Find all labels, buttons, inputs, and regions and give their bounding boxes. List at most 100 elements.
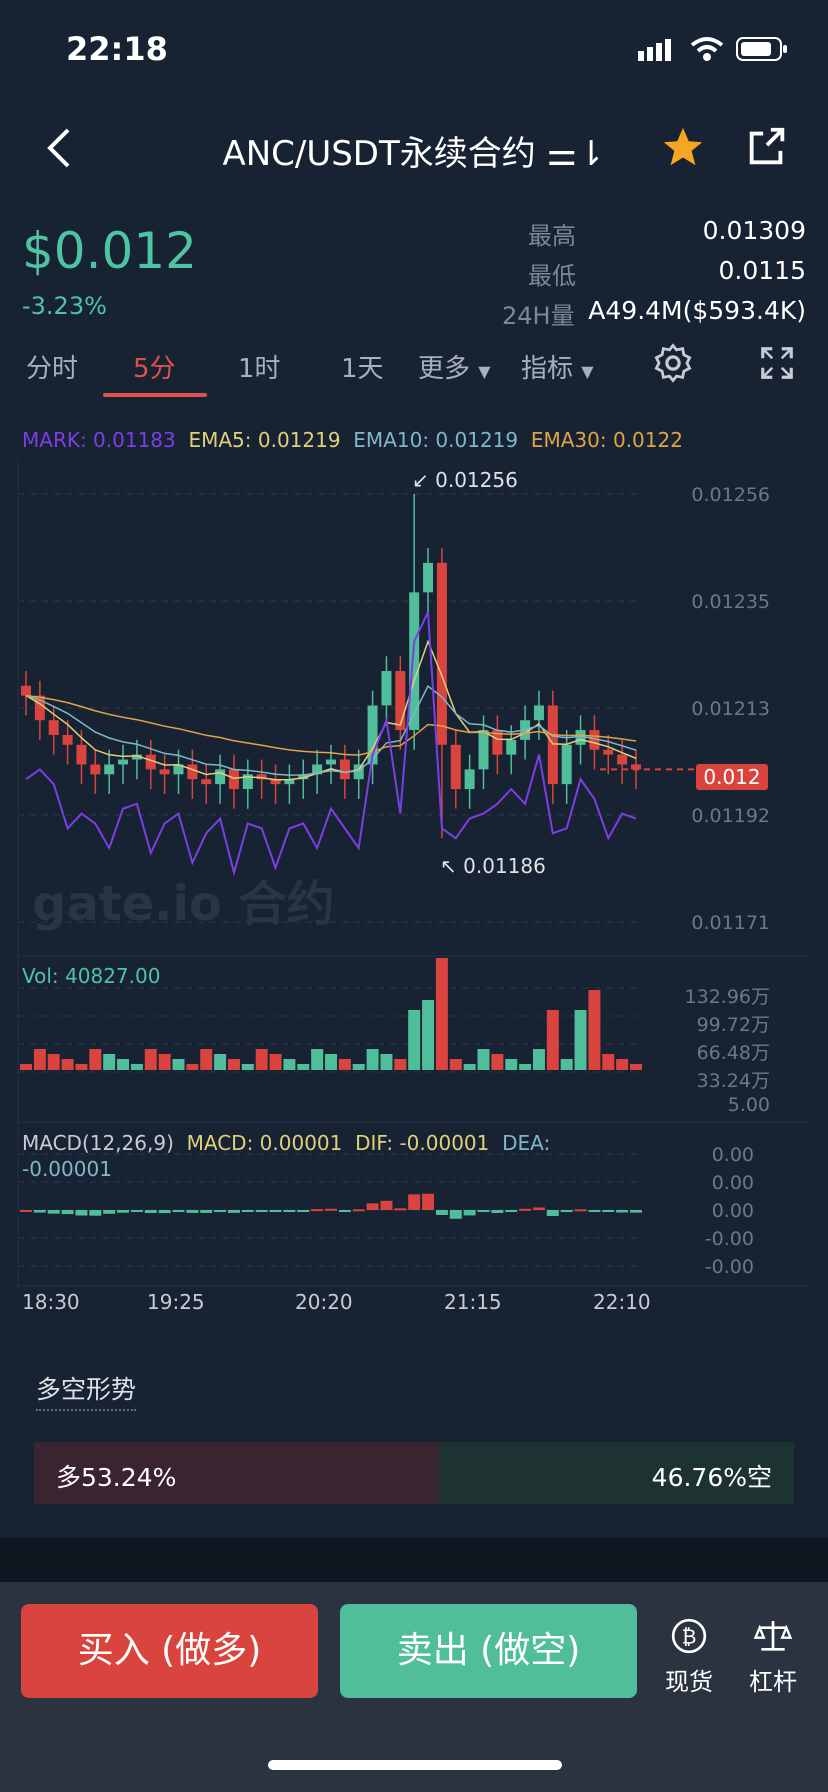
favorite-star-icon[interactable] [660,124,706,170]
volume-bar [546,1010,559,1070]
legend-ema10: EMA10: 0.01219 [353,428,519,452]
candle-body [617,754,628,765]
macd-bar [630,1210,642,1213]
candle-body [298,774,309,780]
volume-bar [283,1059,296,1070]
back-icon[interactable] [44,126,74,170]
time-tick: 18:30 [22,1290,80,1314]
tab-more[interactable]: 更多 ▼ [418,348,491,385]
volume-bar [255,1049,268,1070]
volume-bar [394,1059,407,1070]
macd-bar [380,1200,393,1210]
volume-bar [352,1064,365,1070]
volume-bar [422,1000,435,1070]
leverage-button[interactable]: 杠杆 [738,1616,808,1697]
volume-bar [574,1010,587,1070]
macd-bar [352,1209,365,1212]
macd-bar [20,1210,32,1212]
volume-24h-value: A49.4M($593.4K) [588,296,806,325]
candle-body [284,779,295,785]
tab-more-label: 更多 [418,354,471,384]
macd-bar [283,1210,296,1212]
candle-body [228,769,239,790]
volume-24h-label: 24H量 [502,302,575,330]
settings-gear-icon[interactable] [652,342,694,384]
volume-bar [117,1059,130,1070]
macd-bar [560,1210,573,1212]
buy-long-button[interactable]: 买入 (做多) [21,1604,318,1698]
sell-short-button[interactable]: 卖出 (做空) [340,1604,637,1698]
macd-bar [477,1210,490,1212]
candle-body [270,779,281,785]
status-time: 22:18 [66,30,168,68]
macd-bar [186,1210,199,1213]
macd-bar [588,1210,601,1212]
candle-body [145,754,156,770]
candle-body [312,764,323,775]
candle-body [339,759,350,780]
macd-bar [338,1210,351,1212]
ema30-line [25,694,637,756]
fullscreen-icon[interactable] [758,344,796,382]
max-price-label: 0.01256 [435,468,518,492]
volume-tick: 5.00 [727,1094,770,1116]
macd-bar [546,1210,559,1216]
current-price-tag: 0.012 [696,764,768,790]
macd-bar [505,1210,518,1212]
dif-value: DIF: -0.00001 [355,1131,490,1155]
candle-body [478,730,489,770]
tab-5min[interactable]: 5分 [133,354,176,384]
volume-bar [186,1064,199,1070]
chevron-down-icon: ▼ [478,362,491,381]
share-icon[interactable] [744,124,790,170]
volume-label: Vol: 40827.00 [22,964,161,988]
battery-icon [736,37,787,61]
page-title[interactable]: ANC/USDT永续合约 ⚌⇂ [222,134,606,174]
long-short-title[interactable]: 多空形势 [36,1370,137,1411]
macd-legend: MACD(12,26,9) MACD: 0.00001 DIF: -0.0000… [22,1130,582,1182]
volume-tick: 99.72万 [696,1014,770,1036]
spot-button[interactable]: ₿ 现货 [654,1616,724,1697]
macd-bar [311,1209,324,1212]
candle-body [367,705,378,765]
long-ratio-label: 多53.24% [56,1463,177,1492]
candle-body [533,705,544,721]
volume-bar [311,1049,324,1070]
kline-chart[interactable]: gate.io 合约 [0,460,828,1320]
macd-bar [200,1210,213,1213]
tab-timeline[interactable]: 分时 [26,354,79,384]
tab-indicator[interactable]: 指标 ▼ [521,348,594,385]
watermark: gate.io 合约 [32,876,335,932]
volume-bar [130,1064,143,1070]
macd-bar [435,1210,448,1216]
legend-mark: MARK: 0.01183 [22,428,176,452]
chevron-down-icon: ▼ [581,362,594,381]
macd-bar [449,1210,462,1219]
candle-body [353,764,364,780]
high-label: 最高 [528,222,576,250]
macd-bar [422,1193,435,1210]
volume-bar [449,1059,462,1070]
macd-bar [491,1210,504,1213]
volume-bar [214,1054,227,1070]
tab-1hour[interactable]: 1时 [238,354,281,384]
candle-body [104,764,115,775]
volume-bar [47,1054,60,1070]
time-tick: 20:20 [295,1290,353,1314]
interval-tabs: 分时 5分 1时 1天 更多 ▼ 指标 ▼ [0,340,828,400]
high-value: 0.01309 [702,216,806,245]
candle-body [409,592,420,731]
home-indicator [268,1760,562,1770]
macd-bar [227,1210,240,1213]
max-price-marker: ↙ 0.01256 [412,468,518,492]
volume-bar [33,1049,46,1070]
volume-tick: 132.96万 [684,986,770,1008]
macd-bar [241,1210,254,1212]
volume-bar [89,1049,102,1070]
tab-1day[interactable]: 1天 [341,354,384,384]
macd-bar [616,1210,629,1213]
candle-body [48,720,59,735]
macd-bar [408,1194,421,1210]
macd-tick: 0.00 [711,1200,754,1222]
macd-bar [214,1210,227,1212]
